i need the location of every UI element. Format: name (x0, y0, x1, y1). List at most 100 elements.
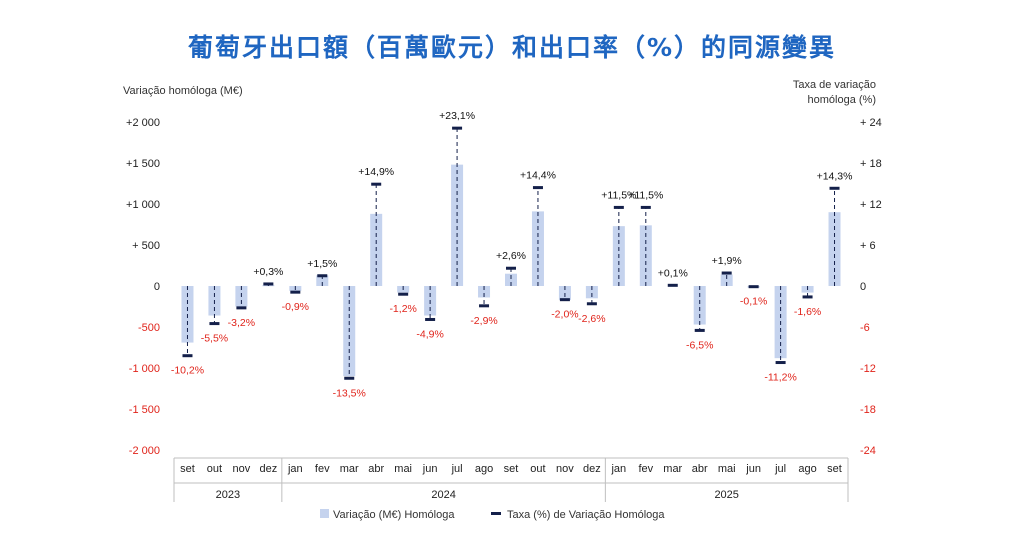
category-label: nov (233, 463, 251, 475)
rate-data-label: -1,6% (794, 306, 821, 318)
rate-marker (479, 304, 490, 308)
rate-data-label: -11,2% (764, 372, 797, 384)
rate-marker (829, 186, 840, 190)
left-tick-label: + 500 (132, 240, 160, 252)
bar (585, 286, 598, 299)
right-tick-label: -24 (860, 445, 876, 457)
right-axis-ticks: + 24 + 18 + 12 + 6 0 -6 -12 -18 -24 (860, 117, 882, 457)
right-tick-label: 0 (860, 281, 866, 293)
rate-data-label: -10,2% (171, 365, 204, 377)
year-label: 2025 (714, 489, 738, 501)
legend-marker-label: Taxa (%) de Variação Homóloga (507, 509, 665, 521)
category-label: dez (583, 463, 601, 475)
legend-marker-swatch (491, 512, 501, 515)
category-label: jun (745, 463, 761, 475)
rate-marker (344, 376, 355, 380)
rate-data-label: -2,9% (470, 315, 497, 327)
rate-data-label: +14,3% (817, 170, 853, 182)
left-tick-label: -1 000 (129, 363, 160, 375)
category-label: mai (718, 463, 736, 475)
category-label: set (180, 463, 195, 475)
rate-data-label: -13,5% (333, 387, 366, 399)
rate-data-label: -0,9% (282, 301, 309, 313)
category-label: set (504, 463, 519, 475)
left-axis-ticks: +2 000 +1 500 +1 000 + 500 0 -500 -1 000 -1 500… (126, 117, 160, 457)
bar (505, 273, 517, 286)
rate-marker (209, 322, 220, 326)
category-label: mar (663, 463, 682, 475)
rate-marker (667, 283, 678, 287)
rate-data-label: +1,5% (307, 258, 337, 270)
rate-data-label: -3,2% (228, 317, 255, 329)
category-label: jul (774, 463, 786, 475)
left-axis-title: Variação homóloga (M€) (123, 85, 243, 97)
category-label: ago (475, 463, 493, 475)
left-tick-label: -2 000 (129, 445, 160, 457)
right-axis-title-line1: Taxa de variação (793, 79, 876, 91)
year-label: 2023 (216, 489, 240, 501)
rate-marker (586, 302, 597, 306)
category-label: fev (638, 463, 653, 475)
left-tick-label: +2 000 (126, 117, 160, 129)
right-tick-label: -12 (860, 363, 876, 375)
right-tick-label: + 18 (860, 158, 882, 170)
rate-marker (452, 126, 463, 130)
bar (558, 286, 571, 300)
rate-marker (506, 266, 516, 270)
rate-marker (721, 271, 732, 275)
right-tick-label: -6 (860, 322, 870, 334)
rate-marker (182, 354, 193, 358)
rate-data-label: +11,5% (628, 189, 663, 201)
rate-series (182, 126, 840, 380)
rate-marker (425, 317, 436, 321)
category-label: nov (556, 463, 574, 475)
category-label: abr (368, 463, 384, 475)
rate-data-label: -6,5% (686, 339, 713, 351)
rate-data-label: -2,0% (551, 309, 578, 321)
right-tick-label: + 6 (860, 240, 876, 252)
rate-marker (748, 285, 759, 289)
rate-marker (802, 295, 813, 299)
rate-data-label: +2,6% (496, 250, 526, 262)
rate-marker (559, 298, 570, 302)
category-label: jul (451, 463, 463, 475)
rate-marker (613, 205, 624, 209)
rate-marker (532, 186, 543, 190)
rate-marker (236, 306, 247, 310)
rate-data-label: +0,3% (253, 266, 283, 278)
category-label: jan (287, 463, 303, 475)
right-tick-label: + 12 (860, 199, 882, 211)
legend-bar-label: Variação (M€) Homóloga (333, 509, 455, 521)
year-label: 2024 (431, 489, 455, 501)
category-label: fev (315, 463, 330, 475)
chart-title: 葡萄牙出口額（百萬歐元）和出口率（%）的同源變異 (187, 33, 837, 62)
left-tick-label: 0 (154, 281, 160, 293)
x-axis: set out nov dez jan fev mar abr mai jun jul ago set o… (173, 457, 849, 502)
rate-marker (263, 282, 274, 286)
rate-marker (775, 361, 786, 365)
category-label: mar (340, 463, 359, 475)
left-tick-label: -500 (138, 322, 160, 334)
category-label: mai (394, 463, 412, 475)
rate-marker (398, 292, 409, 296)
rate-data-label: -2,6% (578, 313, 605, 325)
category-label: abr (692, 463, 708, 475)
rate-data-label: -0,1% (740, 296, 767, 308)
legend: Variação (M€) Homóloga Taxa (%) de Varia… (320, 509, 665, 521)
rate-data-label: -4,9% (416, 328, 443, 340)
right-axis-title-line2: homóloga (%) (808, 94, 876, 106)
category-label: dez (259, 463, 277, 475)
rate-data-label: +1,9% (712, 255, 742, 267)
rate-data-label: -5,5% (201, 333, 228, 345)
rate-data-label: -1,2% (389, 303, 416, 315)
rate-data-label: +11,5% (601, 189, 636, 201)
rate-marker (290, 290, 301, 294)
right-tick-label: -18 (860, 404, 876, 416)
rate-data-label: +0,1% (658, 267, 688, 279)
bar (451, 164, 464, 286)
left-tick-label: +1 000 (126, 199, 160, 211)
category-label: set (827, 463, 842, 475)
rate-marker (640, 205, 651, 209)
data-labels: -10,2% -5,5%-3,2% +0,3% -0,9% +1,5% -13,5% +14… (171, 110, 853, 399)
